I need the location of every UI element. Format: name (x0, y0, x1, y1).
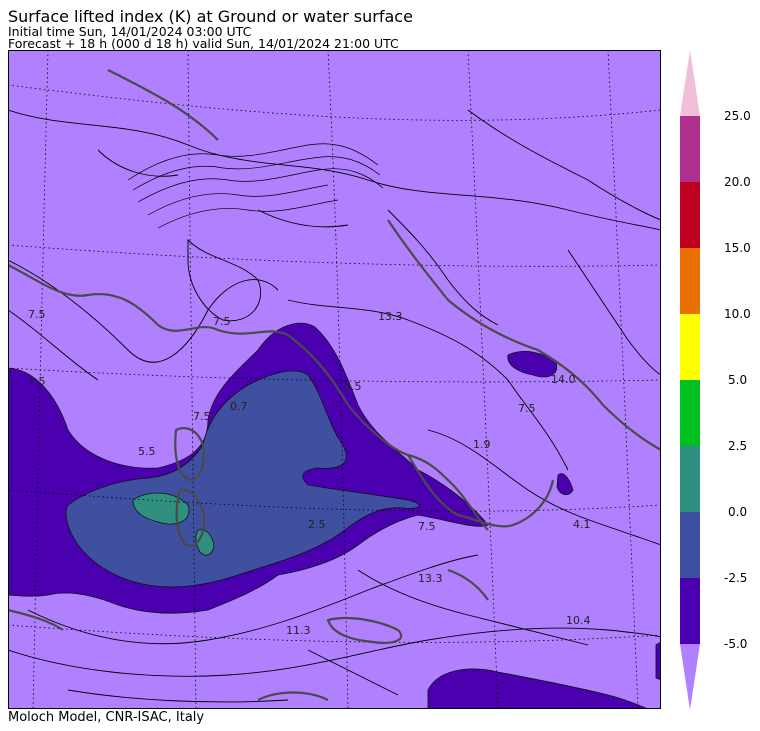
contour-label-3: 5.5 (138, 445, 156, 458)
contour-label-4: 7.5 (193, 410, 211, 423)
region-li-m5-m2-east (556, 473, 574, 496)
contour-label-13: 13.3 (418, 572, 443, 585)
contour-label-16: 7.5 (28, 375, 46, 388)
graticule (8, 50, 661, 709)
contour-label-5: 13.3 (378, 310, 403, 323)
contour-label-2: 7.5 (213, 315, 231, 328)
colorbar-band-2-5 (680, 380, 700, 446)
contour-label-6: 0.7 (230, 400, 248, 413)
colorbar-band-0-2 (680, 446, 700, 512)
colorbar-band-10-15 (680, 248, 700, 314)
region-li-m5-m2-adriatic (507, 351, 558, 378)
colorbar-band-5-10 (680, 314, 700, 380)
colorbar-over-arrow (680, 50, 700, 116)
contour-lines (8, 109, 661, 703)
colorbar-tick-5: 5.0 (728, 373, 747, 387)
region-li-m5-m2-south (427, 668, 649, 709)
colorbar-tick-10: 10.0 (724, 307, 751, 321)
colorbar-tick-15: 15.0 (724, 241, 751, 255)
model-credit: Moloch Model, CNR-ISAC, Italy (8, 710, 205, 725)
colorbar-band-20-25 (680, 116, 700, 182)
coastlines (8, 69, 661, 701)
initial-time-label: Initial time Sun, 14/01/2024 03:00 UTC (8, 24, 252, 39)
contour-label-8: 2.5 (308, 518, 326, 531)
contour-label-11: 7.5 (518, 402, 536, 415)
map-title: Surface lifted index (K) at Ground or wa… (8, 7, 413, 26)
colorbar-legend: 25.0 20.0 15.0 10.0 5.0 2.5 0.0 -2.5 -5.… (676, 50, 760, 710)
colorbar-tick-25: 25.0 (724, 109, 751, 123)
colorbar-tick-m2-5: -2.5 (724, 571, 747, 585)
colorbar-tick-20: 20.0 (724, 175, 751, 189)
contour-label-12: 4.1 (573, 518, 591, 531)
contour-label-7: 1.9 (473, 438, 491, 451)
colorbar-tick-0: 0.0 (728, 505, 747, 519)
contour-label-9: 7.5 (418, 520, 436, 533)
colorbar-tick-m5: -5.0 (724, 637, 747, 651)
map-frame (8, 50, 661, 709)
contour-label-15: 11.3 (286, 624, 311, 637)
forecast-map[interactable]: 7.5 7.5 5.5 7.5 13.3 0.7 1.9 2.5 7.5 14.… (8, 50, 661, 709)
region-li-m5-m2-edge (655, 641, 661, 681)
contour-label-10: 14.0 (551, 373, 576, 386)
colorbar-tick-2-5: 2.5 (728, 439, 747, 453)
contour-label-17: 5.5 (344, 380, 362, 393)
colorbar-band-m5-m2 (680, 578, 700, 644)
contour-label-1: 7.5 (28, 308, 46, 321)
colorbar-band-15-20 (680, 182, 700, 248)
colorbar-band-m2-0 (680, 512, 700, 578)
region-li-0-2-west (132, 492, 190, 525)
region-li-m2-0 (65, 370, 420, 588)
colorbar-under-arrow (680, 644, 700, 710)
forecast-valid-label: Forecast + 18 h (000 d 18 h) valid Sun, … (8, 36, 399, 51)
contour-label-14: 10.4 (566, 614, 591, 627)
alps-contours (127, 143, 384, 229)
